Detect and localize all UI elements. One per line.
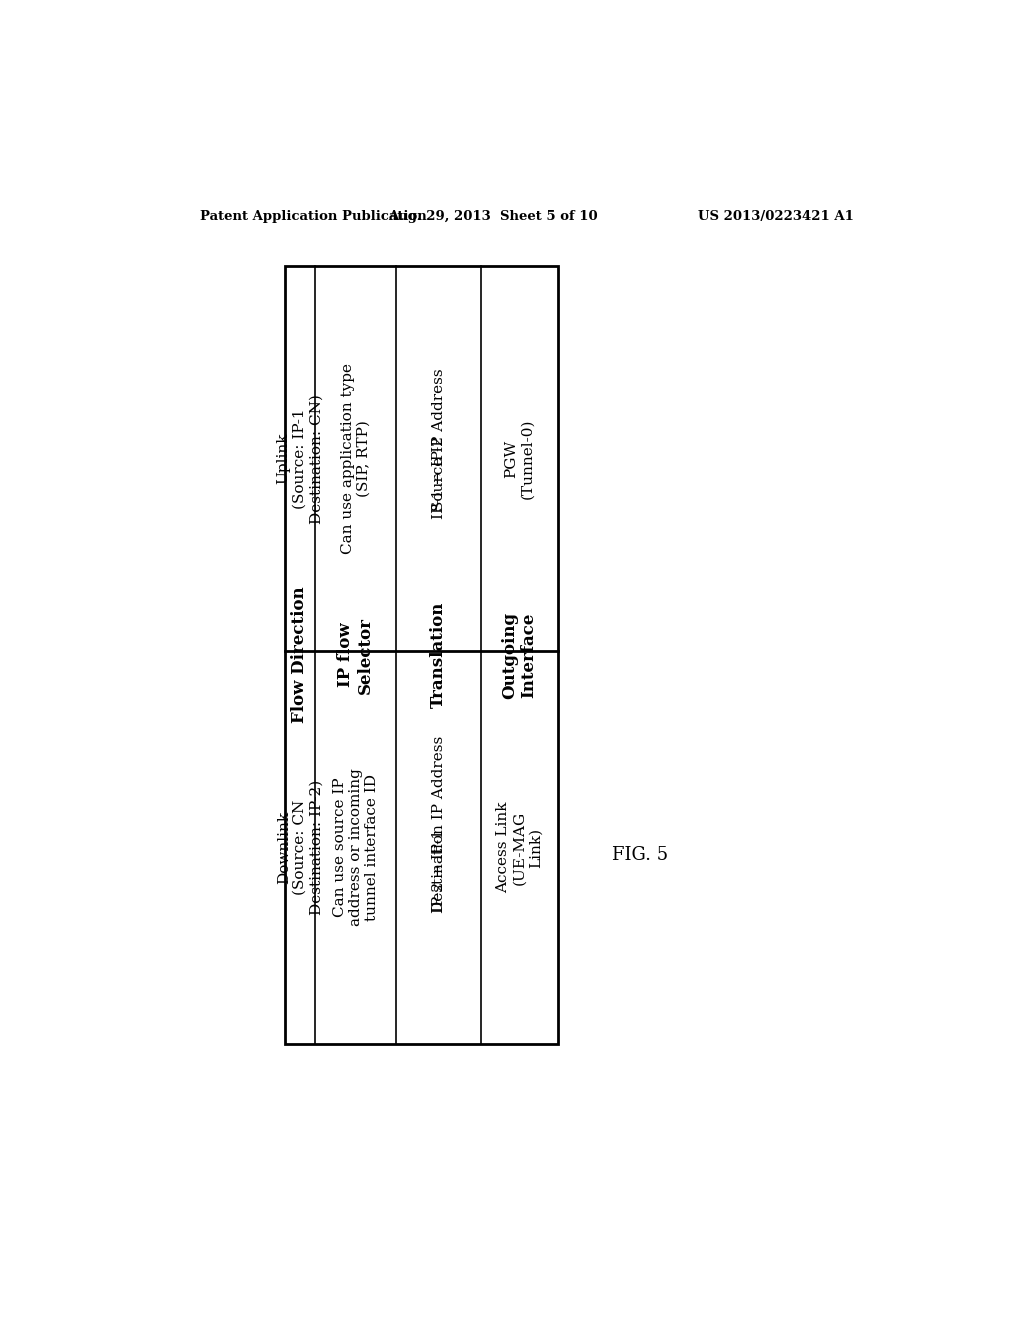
Text: Source IP Address: Source IP Address <box>431 368 445 511</box>
Text: IP-1 → IP-2: IP-1 → IP-2 <box>431 437 445 520</box>
Text: IP-2 → IP-1: IP-2 → IP-1 <box>431 829 445 912</box>
Text: Uplink
(Source: IP-1
Destination: CN): Uplink (Source: IP-1 Destination: CN) <box>276 393 324 524</box>
Text: PGW
(Tunnel-0): PGW (Tunnel-0) <box>504 418 535 499</box>
Text: Outgoing
Interface: Outgoing Interface <box>501 611 538 698</box>
Bar <box>285 267 558 1044</box>
Text: Can use application type
(SIP, RTP): Can use application type (SIP, RTP) <box>341 363 371 554</box>
Text: Destination IP Address: Destination IP Address <box>431 735 445 913</box>
Text: Access Link
(UE-MAG
Link): Access Link (UE-MAG Link) <box>497 801 543 894</box>
Text: Downlink
(Source: CN
Destination: IP-2): Downlink (Source: CN Destination: IP-2) <box>276 780 324 915</box>
Text: Aug. 29, 2013  Sheet 5 of 10: Aug. 29, 2013 Sheet 5 of 10 <box>388 210 597 223</box>
Text: FIG. 5: FIG. 5 <box>611 846 668 865</box>
Text: Can use source IP
address or incoming
tunnel interface ID: Can use source IP address or incoming tu… <box>333 768 379 927</box>
Text: Patent Application Publication: Patent Application Publication <box>200 210 427 223</box>
Text: US 2013/0223421 A1: US 2013/0223421 A1 <box>698 210 854 223</box>
Text: Translation: Translation <box>430 602 447 709</box>
Text: Flow Direction: Flow Direction <box>292 586 308 723</box>
Text: IP flow
Selector: IP flow Selector <box>338 616 374 693</box>
